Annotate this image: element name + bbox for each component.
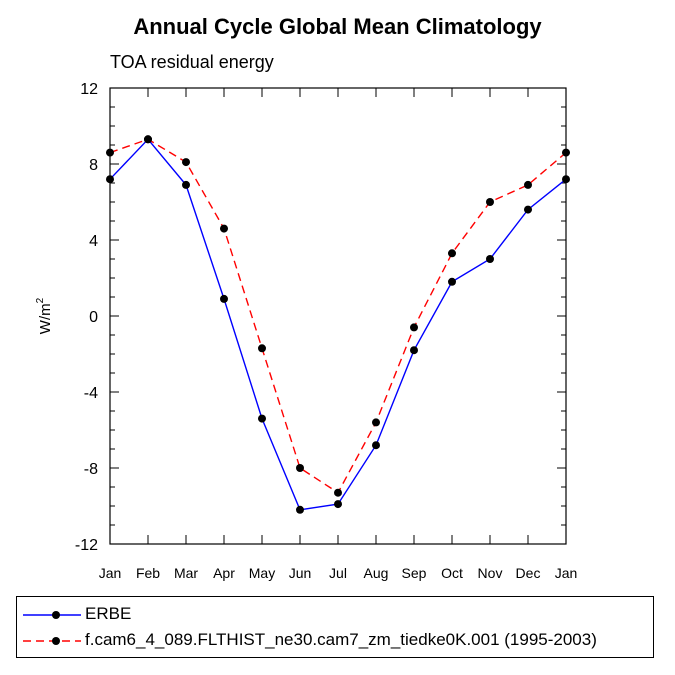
x-tick-label: Nov [478, 565, 503, 581]
legend-label-erbe: ERBE [85, 604, 132, 623]
series-line [109, 138, 567, 511]
y-tick-label: 12 [80, 81, 98, 98]
tick-labels: -12 -8 -4 0 4 8 12 Jan Feb Mar Apr May Jun Jul Aug Sep O… [75, 81, 577, 581]
data-point [410, 346, 418, 355]
x-tick-label: Jun [289, 565, 312, 581]
series-layer [106, 135, 570, 514]
y-tick-label: -12 [75, 537, 98, 554]
x-tick-label: Sep [402, 565, 427, 581]
legend-swatch-erbe [23, 611, 81, 619]
x-tick-label: Mar [174, 565, 198, 581]
x-tick-label: Oct [441, 565, 463, 581]
legend-swatch-model [23, 637, 81, 645]
legend: ERBE f.cam6_4_089.FLTHIST_ne30.cam7_zm_t… [16, 596, 654, 658]
y-tick-label: -8 [84, 461, 98, 478]
axis-ticks [109, 87, 567, 545]
x-tick-label: Apr [213, 565, 235, 581]
legend-label-model: f.cam6_4_089.FLTHIST_ne30.cam7_zm_tiedke… [85, 630, 597, 649]
data-point [106, 148, 114, 157]
data-point [144, 135, 152, 144]
x-tick-label: Jan [99, 565, 122, 581]
legend-item-erbe: ERBE [17, 601, 653, 627]
y-tick-label: 0 [89, 309, 98, 326]
x-tick-label: Dec [516, 565, 541, 581]
plot-frame [109, 87, 567, 545]
data-point [372, 418, 380, 427]
data-point [334, 488, 342, 497]
data-point [220, 294, 228, 303]
data-point [448, 249, 456, 258]
data-point [486, 255, 494, 263]
data-point [562, 175, 570, 184]
x-tick-label: Jan [555, 565, 578, 581]
data-point [486, 198, 494, 206]
data-point [372, 441, 380, 450]
chart-title: Annual Cycle Global Mean Climatology [133, 14, 542, 39]
y-tick-label: 8 [89, 157, 98, 174]
x-tick-label: Jul [329, 565, 347, 581]
data-point [296, 505, 304, 514]
y-tick-label: -4 [84, 385, 98, 402]
line-chart: -12 -8 -4 0 4 8 12 Jan Feb Mar Apr May Jun Jul Aug Sep O… [35, 81, 577, 581]
data-point [448, 277, 456, 286]
data-point [334, 500, 342, 509]
data-point [258, 344, 266, 353]
chart-subtitle: TOA residual energy [110, 52, 274, 72]
series-1 [106, 135, 570, 497]
data-point [182, 180, 190, 189]
y-tick-label: 4 [89, 233, 98, 250]
data-point [562, 148, 570, 157]
data-point [296, 464, 304, 472]
data-point [410, 323, 418, 332]
data-point [220, 224, 228, 233]
data-point [524, 205, 532, 214]
data-point [182, 158, 190, 167]
x-tick-label: May [249, 565, 275, 581]
x-tick-label: Aug [364, 565, 389, 581]
series-line [109, 138, 567, 494]
y-axis-label-text: W/m [37, 303, 54, 334]
series-0 [106, 135, 570, 514]
y-axis-label: W/m2 [35, 297, 54, 334]
data-point [258, 414, 266, 423]
y-axis-label-superscript: 2 [35, 297, 46, 303]
data-point [106, 175, 114, 184]
data-point [524, 180, 532, 189]
legend-item-model: f.cam6_4_089.FLTHIST_ne30.cam7_zm_tiedke… [17, 627, 653, 653]
x-tick-label: Feb [136, 565, 160, 581]
